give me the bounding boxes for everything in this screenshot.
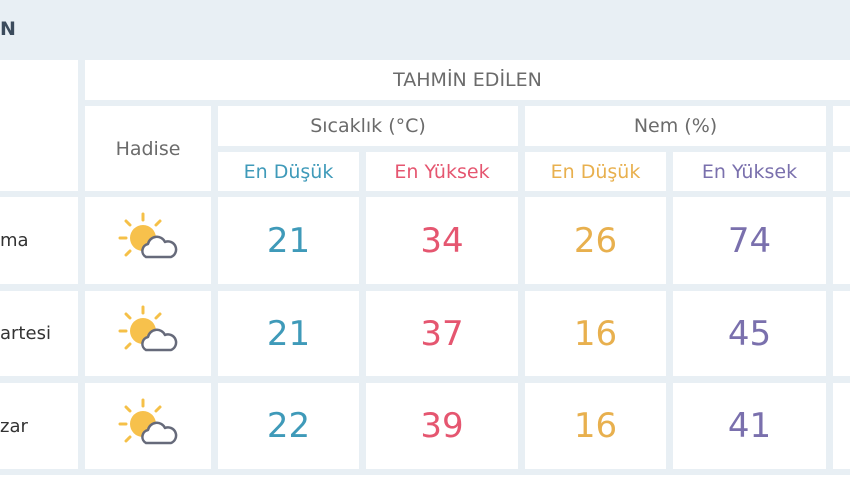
temperature-header: Sıcaklık (°C) bbox=[218, 106, 518, 146]
day-header-cell bbox=[0, 60, 78, 191]
hum-low-value: 16 bbox=[525, 291, 666, 376]
hum-low-value: 16 bbox=[525, 383, 666, 469]
partly-cloudy-icon bbox=[116, 304, 180, 363]
hum-high-value: 74 bbox=[673, 197, 826, 284]
extra-header bbox=[833, 106, 850, 146]
extra-cell bbox=[833, 383, 850, 469]
hum-high-value: 41 bbox=[673, 383, 826, 469]
page-title: N bbox=[0, 18, 16, 40]
temp-low-header: En Düşük bbox=[218, 152, 359, 191]
hadise-header: Hadise bbox=[85, 106, 211, 191]
temp-high-value: 39 bbox=[366, 383, 518, 469]
temp-low-value: 21 bbox=[218, 197, 359, 284]
temp-high-header: En Yüksek bbox=[366, 152, 518, 191]
day-label: zar bbox=[0, 415, 28, 437]
forecast-group-header: TAHMİN EDİLEN bbox=[85, 60, 850, 100]
partly-cloudy-icon bbox=[116, 397, 180, 456]
temp-low-value: 22 bbox=[218, 383, 359, 469]
temp-high-value: 37 bbox=[366, 291, 518, 376]
weather-cell bbox=[85, 197, 211, 284]
table-row-day: artesi bbox=[0, 291, 78, 376]
temp-low-value: 21 bbox=[218, 291, 359, 376]
weather-cell bbox=[85, 291, 211, 376]
day-label: artesi bbox=[0, 323, 51, 344]
hum-high-header: En Yüksek bbox=[673, 152, 826, 191]
temp-high-value: 34 bbox=[366, 197, 518, 284]
hum-high-value: 45 bbox=[673, 291, 826, 376]
extra-subheader bbox=[833, 152, 850, 191]
next-row bbox=[0, 475, 850, 478]
table-row-day: ma bbox=[0, 197, 78, 284]
day-label: ma bbox=[0, 230, 29, 251]
weather-cell bbox=[85, 383, 211, 469]
hum-low-value: 26 bbox=[525, 197, 666, 284]
humidity-header: Nem (%) bbox=[525, 106, 826, 146]
partly-cloudy-icon bbox=[116, 211, 180, 270]
extra-cell bbox=[833, 291, 850, 376]
table-row-day: zar bbox=[0, 383, 78, 469]
hum-low-header: En Düşük bbox=[525, 152, 666, 191]
extra-cell bbox=[833, 197, 850, 284]
